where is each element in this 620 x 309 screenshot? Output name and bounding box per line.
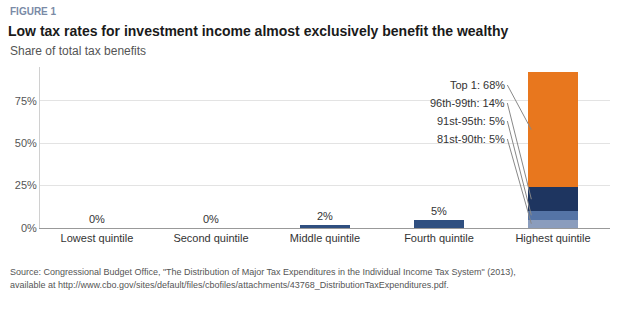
svg-text:0%: 0%	[21, 222, 37, 234]
svg-text:Highest quintile: Highest quintile	[515, 232, 590, 244]
svg-text:Lowest quintile: Lowest quintile	[61, 232, 134, 244]
svg-text:25%: 25%	[15, 179, 37, 191]
svg-text:available at http://www.cbo.go: available at http://www.cbo.gov/sites/de…	[10, 280, 449, 290]
svg-text:91st-95th: 5%: 91st-95th: 5%	[437, 115, 505, 127]
svg-text:Low tax rates for investment i: Low tax rates for investment income almo…	[8, 23, 508, 39]
svg-text:75%: 75%	[15, 95, 37, 107]
svg-text:Share of total tax benefits: Share of total tax benefits	[10, 44, 146, 58]
svg-text:Top 1: 68%: Top 1: 68%	[450, 79, 505, 91]
svg-text:Source: Congressional Budget O: Source: Congressional Budget Office, "Th…	[10, 267, 516, 277]
svg-text:Fourth quintile: Fourth quintile	[404, 232, 474, 244]
svg-text:Middle quintile: Middle quintile	[290, 232, 360, 244]
svg-text:0%: 0%	[203, 213, 219, 225]
svg-text:96th-99th: 14%: 96th-99th: 14%	[430, 97, 505, 109]
svg-text:Second quintile: Second quintile	[173, 232, 248, 244]
svg-text:50%: 50%	[15, 137, 37, 149]
svg-text:FIGURE 1: FIGURE 1	[10, 6, 57, 17]
svg-text:2%: 2%	[317, 210, 333, 222]
svg-text:81st-90th: 5%: 81st-90th: 5%	[437, 133, 505, 145]
svg-text:0%: 0%	[89, 213, 105, 225]
svg-text:5%: 5%	[431, 205, 447, 217]
